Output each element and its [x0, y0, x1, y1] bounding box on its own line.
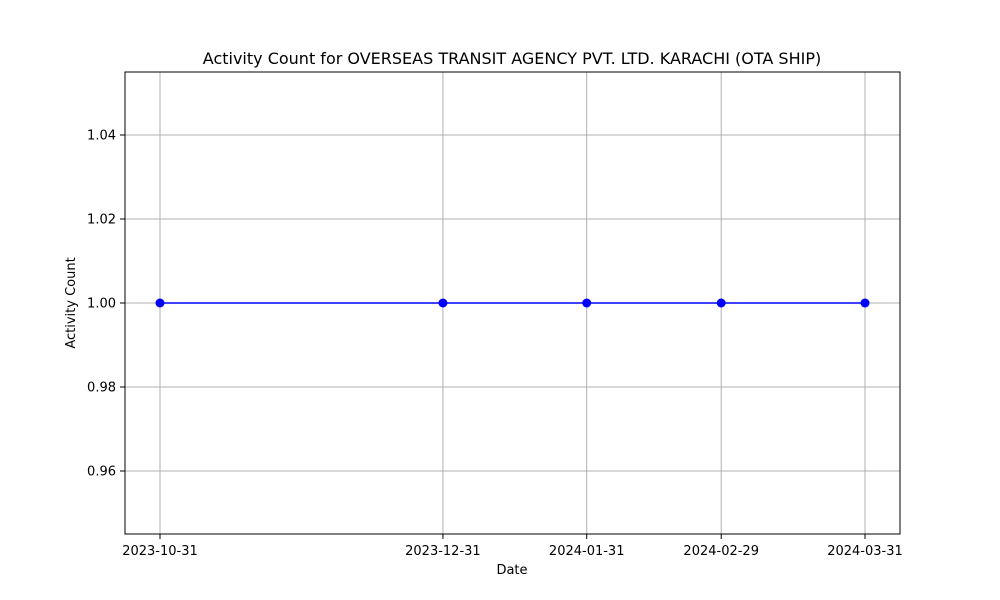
y-tick-label: 0.98 [87, 381, 116, 396]
tick-layer: 2023-10-31 2023-12-31 2024-01-31 2024-02-29… [87, 129, 903, 560]
y-tick-label: 1.04 [87, 129, 116, 144]
y-tick-label: 0.96 [87, 465, 116, 480]
y-tick-label: 1.02 [87, 213, 116, 228]
series-layer [155, 298, 870, 308]
x-tick-label: 2024-01-31 [549, 544, 625, 559]
y-tick-label: 1.00 [87, 297, 116, 312]
chart-title: Activity Count for OVERSEAS TRANSIT AGEN… [203, 49, 821, 68]
data-point [860, 298, 870, 308]
x-tick-label: 2023-10-31 [122, 544, 198, 559]
data-point [155, 298, 165, 308]
y-axis-label: Activity Count [64, 257, 79, 348]
data-point [438, 298, 448, 308]
x-tick-label: 2024-03-31 [827, 544, 903, 559]
data-point [716, 298, 726, 308]
x-tick-label: 2024-02-29 [683, 544, 759, 559]
data-point [582, 298, 592, 308]
x-tick-label: 2023-12-31 [405, 544, 481, 559]
x-axis-label: Date [496, 563, 527, 578]
